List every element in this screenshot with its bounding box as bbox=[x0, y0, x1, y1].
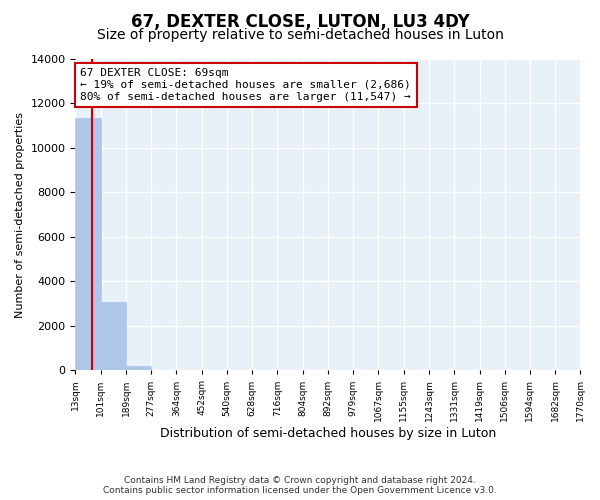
X-axis label: Distribution of semi-detached houses by size in Luton: Distribution of semi-detached houses by … bbox=[160, 427, 496, 440]
Bar bbox=[101, 302, 126, 370]
Bar bbox=[126, 366, 151, 370]
Text: 67 DEXTER CLOSE: 69sqm
← 19% of semi-detached houses are smaller (2,686)
80% of : 67 DEXTER CLOSE: 69sqm ← 19% of semi-det… bbox=[80, 68, 411, 102]
Text: Contains HM Land Registry data © Crown copyright and database right 2024.
Contai: Contains HM Land Registry data © Crown c… bbox=[103, 476, 497, 495]
Text: Size of property relative to semi-detached houses in Luton: Size of property relative to semi-detach… bbox=[97, 28, 503, 42]
Bar bbox=[76, 118, 101, 370]
Y-axis label: Number of semi-detached properties: Number of semi-detached properties bbox=[15, 112, 25, 318]
Text: 67, DEXTER CLOSE, LUTON, LU3 4DY: 67, DEXTER CLOSE, LUTON, LU3 4DY bbox=[131, 12, 469, 30]
